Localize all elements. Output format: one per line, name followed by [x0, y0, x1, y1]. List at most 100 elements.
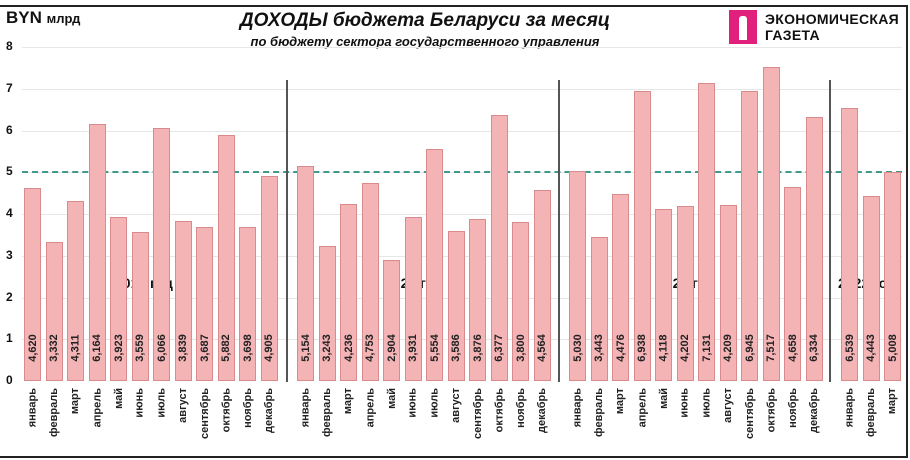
month-label: июнь	[407, 388, 419, 418]
y-tick-label: 5	[6, 164, 13, 179]
chart-subtitle: по бюджету сектора государственного упра…	[250, 34, 600, 49]
y-tick-label: 4	[6, 206, 13, 220]
month-label: сентябрь	[471, 388, 484, 439]
bar	[67, 201, 84, 381]
bar	[131, 232, 149, 381]
bar	[88, 123, 106, 381]
value-label: 4,905	[263, 334, 275, 362]
bar	[569, 170, 586, 381]
value-label: 6,539	[843, 334, 856, 362]
value-label: 4,118	[657, 334, 670, 362]
bar	[469, 219, 486, 381]
month-label: ноябрь	[241, 388, 254, 428]
month-label: январь	[299, 388, 312, 428]
month-label: декабрь	[536, 388, 548, 433]
bar	[512, 222, 529, 381]
y-tick-label: 7	[6, 80, 13, 95]
month-label: февраль	[321, 388, 333, 437]
bar	[340, 204, 357, 381]
bar	[217, 135, 235, 381]
value-label: 7,131	[700, 334, 713, 362]
month-label: октябрь	[220, 388, 232, 433]
value-label: 5,882	[220, 334, 232, 362]
value-label: 4,476	[614, 334, 627, 362]
year-separator	[558, 80, 560, 382]
bar	[174, 220, 192, 381]
value-label: 5,030	[571, 334, 584, 362]
value-label: 5,154	[299, 334, 312, 362]
y-tick-label: 8	[6, 39, 13, 53]
bar	[884, 171, 901, 381]
bar	[612, 194, 629, 381]
y-tick-label: 0	[6, 373, 13, 387]
value-label: 3,923	[112, 334, 125, 362]
month-label: ноябрь	[786, 388, 799, 428]
bar	[404, 216, 422, 381]
month-label: май	[657, 388, 670, 409]
bar	[383, 259, 400, 381]
year-separator	[829, 80, 831, 382]
month-label: сентябрь	[198, 388, 211, 439]
month-label: май	[385, 388, 398, 409]
value-label: 7,517	[765, 334, 777, 362]
value-label: 3,559	[134, 334, 146, 362]
bar	[45, 241, 63, 381]
month-label: март	[342, 388, 355, 415]
month-label: февраль	[593, 388, 605, 437]
value-label: 3,332	[48, 334, 60, 362]
month-label: январь	[843, 388, 856, 428]
bar	[741, 91, 758, 381]
value-label: 4,753	[364, 334, 376, 362]
chart-frame	[0, 5, 908, 458]
month-label: июнь	[134, 388, 146, 418]
bar	[260, 176, 278, 381]
bar	[153, 127, 170, 381]
month-label: октябрь	[765, 388, 777, 433]
bar	[655, 209, 672, 381]
month-label: январь	[26, 388, 39, 428]
gridline	[22, 214, 902, 215]
month-label: март	[614, 388, 627, 415]
gridline	[22, 130, 902, 132]
value-label: 3,800	[514, 334, 527, 362]
bar	[676, 205, 694, 381]
value-label: 3,839	[177, 334, 189, 362]
month-label: декабрь	[263, 388, 275, 433]
month-label: июль	[700, 388, 713, 418]
month-label: апрель	[91, 388, 103, 428]
value-label: 5,008	[886, 334, 899, 362]
bar	[490, 114, 508, 381]
value-label: 3,443	[593, 334, 605, 362]
value-label: 3,687	[198, 334, 211, 362]
bar	[196, 227, 213, 381]
month-label: апрель	[636, 388, 648, 428]
month-label: октябрь	[493, 388, 505, 433]
value-label: 3,243	[321, 334, 333, 362]
logo-icon	[729, 10, 757, 44]
value-label: 6,945	[743, 334, 756, 362]
bar	[426, 149, 443, 381]
month-label: июнь	[679, 388, 691, 418]
gridline	[22, 47, 902, 48]
bar	[841, 107, 858, 381]
month-label: январь	[571, 388, 584, 428]
month-label: май	[112, 388, 125, 409]
value-label: 4,311	[69, 334, 82, 362]
month-label: апрель	[364, 388, 376, 428]
value-label: 3,876	[471, 334, 484, 362]
value-label: 4,209	[722, 334, 734, 362]
y-tick-label: 2	[6, 289, 13, 304]
value-label: 3,698	[241, 334, 254, 362]
value-label: 6,377	[493, 334, 505, 362]
bar	[318, 245, 336, 381]
month-label: февраль	[865, 388, 877, 437]
month-label: март	[69, 388, 82, 415]
month-label: июль	[428, 388, 441, 418]
month-label: август	[450, 388, 462, 423]
month-label: ноябрь	[514, 388, 527, 428]
bar	[590, 237, 608, 381]
bar	[110, 217, 127, 381]
month-label: март	[886, 388, 899, 415]
bar	[239, 226, 256, 381]
bar	[805, 116, 823, 381]
